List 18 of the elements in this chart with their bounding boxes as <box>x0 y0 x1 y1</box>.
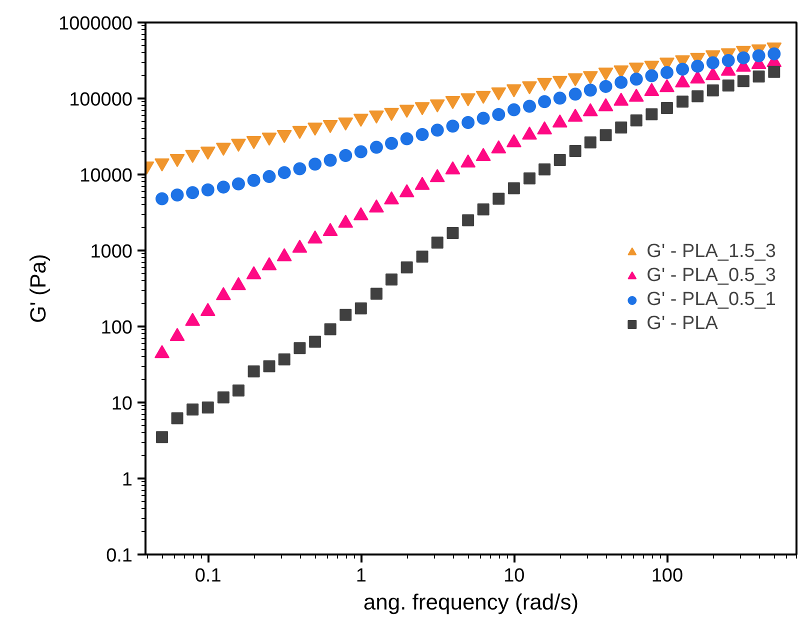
y-tick-label: 100000 <box>69 90 133 110</box>
y-tick-label: 10 <box>111 394 133 414</box>
x-tick-label: 100 <box>651 566 684 586</box>
legend-label: G' - PLA <box>646 313 718 335</box>
x-axis-title: ang. frequency (rad/s) <box>363 590 579 614</box>
legend-label: G' - PLA_0.5_1 <box>646 289 776 311</box>
legend-label: G' - PLA_1.5_3 <box>646 241 776 263</box>
legend-label: G' - PLA_0.5_3 <box>646 265 776 287</box>
y-tick-label: 0.1 <box>106 546 133 566</box>
x-tick-label: 1 <box>356 566 366 586</box>
x-tick-label: 10 <box>504 566 525 586</box>
y-axis-title: G' (Pa) <box>26 254 51 323</box>
y-tick-label: 1000 <box>90 242 133 262</box>
y-tick-label: 100 <box>100 318 132 338</box>
x-tick-label: 0.1 <box>194 566 222 586</box>
y-tick-label: 1000000 <box>58 14 132 34</box>
y-tick-label: 1 <box>122 470 133 490</box>
y-tick-label: 10000 <box>80 166 133 186</box>
